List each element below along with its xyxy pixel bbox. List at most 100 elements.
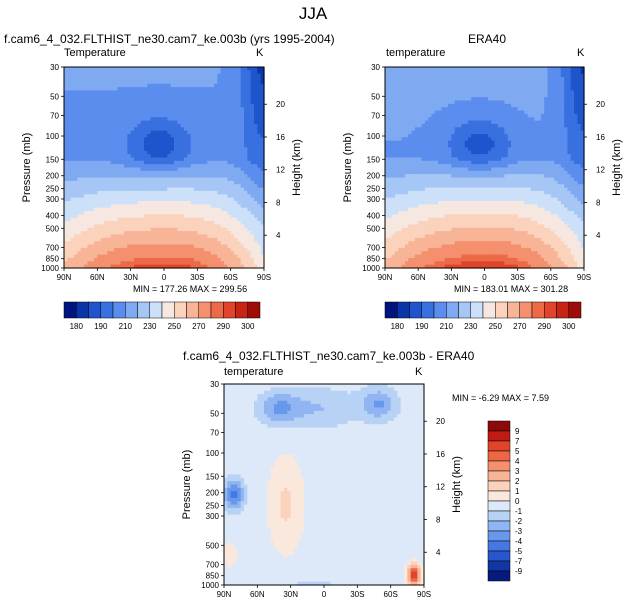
heatmap-cell xyxy=(457,123,462,128)
heatmap-cell xyxy=(204,147,208,152)
heatmap-cell xyxy=(117,197,122,202)
heatmap-cell xyxy=(204,231,208,236)
heatmap-cell xyxy=(194,194,198,199)
heatmap-cell xyxy=(90,194,95,199)
heatmap-cell xyxy=(114,241,118,246)
heatmap-cell xyxy=(227,93,232,98)
heatmap-cell xyxy=(150,197,155,202)
heatmap-cell xyxy=(547,130,552,135)
heatmap-cell xyxy=(74,201,78,205)
heatmap-cell xyxy=(428,130,433,135)
heatmap-cell xyxy=(227,251,232,256)
heatmap-cell xyxy=(398,73,403,78)
heatmap-cell xyxy=(97,117,102,122)
heatmap-cell xyxy=(100,217,105,222)
heatmap-cell xyxy=(147,73,152,78)
heatmap-cell xyxy=(104,150,108,155)
heatmap-cell xyxy=(414,120,419,125)
y2-axis-label: Height (km) xyxy=(291,139,303,196)
heatmap-cell xyxy=(550,97,555,102)
heatmap-cell xyxy=(550,137,555,142)
heatmap-cell xyxy=(170,261,175,266)
heatmap-cell xyxy=(477,137,482,142)
heatmap-cell xyxy=(170,174,175,179)
heatmap-cell xyxy=(74,187,78,192)
heatmap-cell xyxy=(204,170,208,175)
heatmap-cell xyxy=(154,110,158,115)
heatmap-cell xyxy=(207,157,212,162)
heatmap-cell xyxy=(224,204,228,209)
heatmap-cell xyxy=(260,167,265,172)
heatmap-cell xyxy=(180,204,185,209)
heatmap-cell xyxy=(80,80,85,85)
heatmap-cell xyxy=(484,70,489,75)
heatmap-cell xyxy=(560,120,565,125)
heatmap-cell xyxy=(104,70,108,75)
heatmap-cell xyxy=(84,254,88,259)
heatmap-cell xyxy=(147,164,152,169)
heatmap-cell xyxy=(190,97,195,102)
heatmap-cell xyxy=(160,73,165,78)
heatmap-cell xyxy=(124,257,128,262)
heatmap-cell xyxy=(464,123,469,128)
heatmap-cell xyxy=(474,87,479,92)
heatmap-cell xyxy=(434,67,439,71)
heatmap-cell xyxy=(174,247,178,252)
heatmap-cell xyxy=(184,187,188,192)
heatmap-cell xyxy=(234,207,238,212)
heatmap-cell xyxy=(90,73,95,78)
heatmap-cell xyxy=(240,144,245,148)
heatmap-cell xyxy=(187,177,192,182)
heatmap-cell xyxy=(90,244,95,249)
heatmap-cell xyxy=(250,207,255,212)
heatmap-cell xyxy=(564,100,569,105)
heatmap-cell xyxy=(160,87,165,92)
heatmap-cell xyxy=(530,120,535,125)
heatmap-cell xyxy=(477,117,482,122)
heatmap-cell xyxy=(87,170,92,175)
heatmap-cell xyxy=(87,264,92,269)
heatmap-cell xyxy=(160,117,165,122)
heatmap-cell xyxy=(97,80,102,85)
heatmap-cell xyxy=(530,93,535,98)
heatmap-cell xyxy=(147,170,152,175)
heatmap-cell xyxy=(120,167,125,172)
heatmap-cell xyxy=(90,67,95,71)
heatmap-cell xyxy=(154,231,158,236)
heatmap-cell xyxy=(77,194,82,199)
heatmap-cell xyxy=(260,107,265,112)
heatmap-cell xyxy=(107,164,112,169)
heatmap-cell xyxy=(194,177,198,182)
heatmap-cell xyxy=(180,110,185,115)
heatmap-cell xyxy=(64,264,68,269)
heatmap-cell xyxy=(234,254,238,259)
heatmap-cell xyxy=(220,167,225,172)
heatmap-cell xyxy=(120,201,125,205)
heatmap-cell xyxy=(401,77,406,81)
heatmap-cell xyxy=(104,170,108,175)
heatmap-cell xyxy=(391,77,396,81)
heatmap-cell xyxy=(421,130,426,135)
heatmap-cell xyxy=(124,174,128,179)
heatmap-cell xyxy=(507,93,512,98)
heatmap-cell xyxy=(414,140,419,145)
heatmap-cell xyxy=(237,214,242,219)
heatmap-cell xyxy=(77,140,82,145)
heatmap-cell xyxy=(217,120,222,125)
heatmap-cell xyxy=(167,180,172,185)
heatmap-cell xyxy=(224,80,228,85)
heatmap-cell xyxy=(140,157,145,162)
heatmap-cell xyxy=(194,234,198,239)
heatmap-cell xyxy=(467,110,472,115)
heatmap-cell xyxy=(451,100,456,105)
heatmap-cell xyxy=(207,123,212,128)
heatmap-cell xyxy=(214,130,218,135)
heatmap-cell xyxy=(240,154,245,159)
heatmap-cell xyxy=(227,194,232,199)
heatmap-cell xyxy=(260,160,265,165)
heatmap-cell xyxy=(464,67,469,71)
heatmap-cell xyxy=(224,197,228,202)
heatmap-cell xyxy=(441,120,446,125)
heatmap-cell xyxy=(150,264,155,269)
heatmap-cell xyxy=(184,241,188,246)
